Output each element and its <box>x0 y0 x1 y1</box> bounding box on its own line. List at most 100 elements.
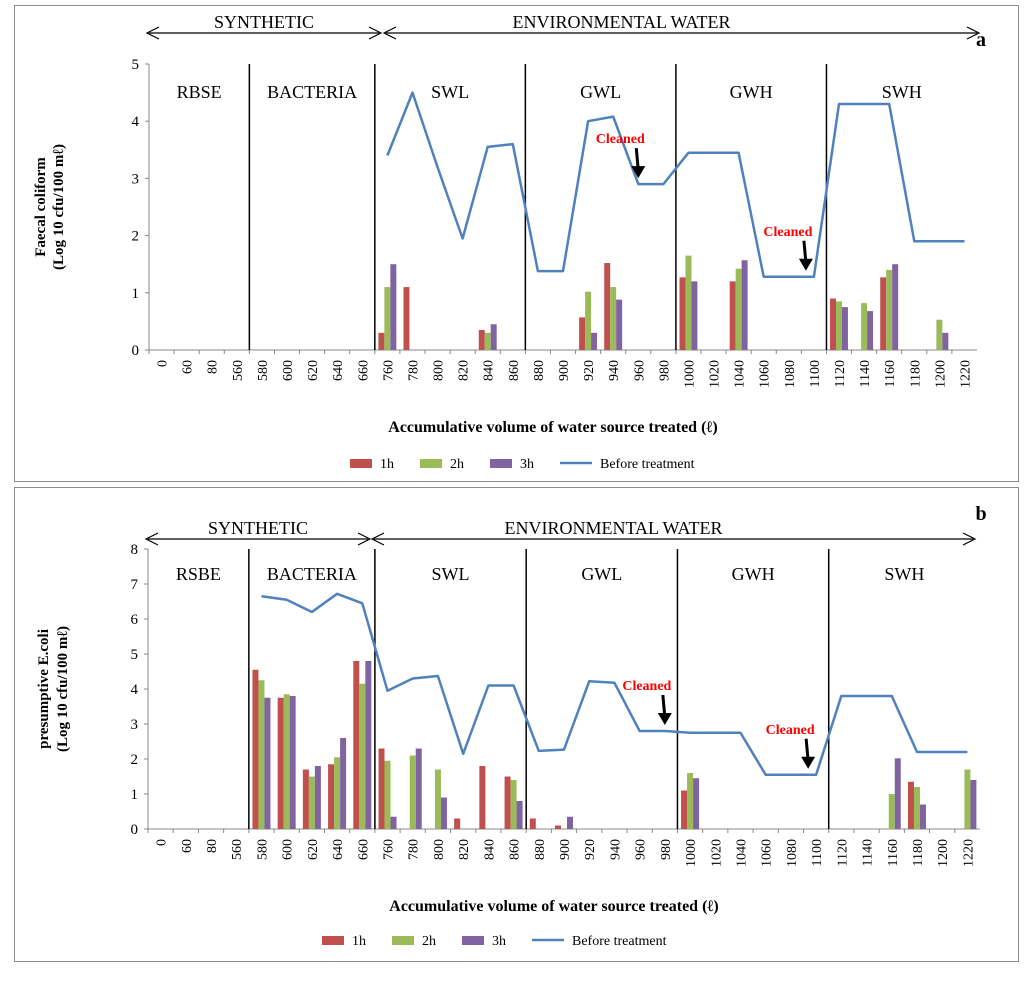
legend-swatch <box>392 936 414 945</box>
x-tick-label: 1060 <box>760 839 775 867</box>
y-tick-label: 3 <box>132 171 140 187</box>
cleaned-arrow-head <box>801 756 816 769</box>
legend-swatch <box>420 459 442 468</box>
y-tick-label: 0 <box>131 822 139 838</box>
x-tick-label: 1080 <box>785 839 800 867</box>
y-tick-label: 4 <box>131 682 139 698</box>
bar-1h <box>328 764 335 829</box>
y-tick-label: 0 <box>132 343 140 359</box>
bar-1h <box>529 818 536 829</box>
bar-3h <box>289 696 296 829</box>
bar-1h <box>579 317 586 350</box>
legend-label: 3h <box>520 457 534 472</box>
y-tick-label: 7 <box>131 577 139 593</box>
x-tick-label: 1100 <box>810 839 825 866</box>
x-tick-label: 1180 <box>908 360 923 387</box>
y-tick-label: 3 <box>131 717 139 733</box>
bar-1h <box>479 766 486 829</box>
x-tick-label: 760 <box>382 839 397 860</box>
legend-label: Before treatment <box>572 934 667 949</box>
legend-label: 3h <box>492 934 506 949</box>
region-label-environmental: ENVIRONMENTAL WATER <box>504 518 722 538</box>
bar-2h <box>384 760 391 829</box>
y-axis-label: Faecal coliform <box>33 157 49 257</box>
x-tick-label: 1080 <box>783 360 798 388</box>
bar-3h <box>591 332 598 350</box>
synthetic-arrow-left-head <box>144 532 159 546</box>
environmental-arrow-right-head <box>962 532 977 546</box>
x-tick-label: 1100 <box>808 360 823 387</box>
cleaned-arrow-head <box>631 166 646 179</box>
x-tick-label: 560 <box>231 360 246 381</box>
bar-3h <box>741 260 748 350</box>
x-tick-label: 760 <box>381 360 396 381</box>
x-tick-label: 660 <box>356 360 371 381</box>
x-tick-label: 1120 <box>833 360 848 387</box>
panel-label: a <box>976 29 986 51</box>
x-tick-label: 840 <box>482 839 497 860</box>
bar-3h <box>942 332 949 350</box>
y-tick-label: 1 <box>132 286 140 302</box>
bar-1h <box>604 263 611 350</box>
section-label: SWH <box>882 82 922 102</box>
bar-3h <box>841 307 848 350</box>
bar-3h <box>490 324 497 350</box>
bar-1h <box>880 277 887 350</box>
bar-2h <box>258 680 265 829</box>
bar-1h <box>353 661 360 829</box>
x-tick-label: 1140 <box>858 360 873 387</box>
bar-1h <box>252 669 259 829</box>
section-label: GWL <box>580 82 621 102</box>
cleaned-label: Cleaned <box>763 225 812 240</box>
x-tick-label: 820 <box>457 839 472 860</box>
bar-2h <box>886 269 893 350</box>
x-tick-label: 1040 <box>734 839 749 867</box>
x-tick-label: 660 <box>356 839 371 860</box>
x-tick-label: 800 <box>432 839 447 860</box>
bar-1h <box>679 277 686 350</box>
x-tick-label: 1000 <box>684 839 699 867</box>
x-axis-label: Accumulative volume of water source trea… <box>388 419 717 436</box>
bar-3h <box>567 816 574 829</box>
y-axis-label-units: (Log 10 cfu/100 mℓ) <box>51 144 67 270</box>
y-tick-label: 2 <box>132 229 140 245</box>
legend-swatch <box>490 459 512 468</box>
bar-1h <box>378 332 385 350</box>
x-tick-label: 640 <box>331 360 346 381</box>
section-label: BACTERIA <box>267 82 357 102</box>
section-label: GWH <box>732 564 775 584</box>
legend-label: 2h <box>450 457 464 472</box>
x-tick-label: 960 <box>634 839 649 860</box>
legend-swatch <box>350 459 372 468</box>
bar-2h <box>308 776 315 829</box>
bar-1h <box>907 781 914 829</box>
bar-1h <box>729 281 736 350</box>
x-tick-label: 620 <box>306 360 321 381</box>
x-tick-label: 580 <box>256 360 271 381</box>
bar-3h <box>314 766 321 829</box>
x-tick-label: 1200 <box>933 360 948 388</box>
bar-3h <box>894 758 901 829</box>
bar-2h <box>283 694 290 829</box>
bar-3h <box>365 661 372 829</box>
section-label: SWH <box>884 564 924 584</box>
y-tick-label: 4 <box>132 114 140 130</box>
panel-a: 0 1 2 3 4 5 0 60 80 560 580 600 620 640 660 760 780 800 82… <box>14 5 1019 482</box>
cleaned-arrow-head <box>798 258 813 271</box>
chart-a-svg: 0 1 2 3 4 5 0 60 80 560 580 600 620 640 660 760 780 800 82… <box>33 12 986 472</box>
bar-1h <box>302 769 309 829</box>
x-tick-label: 980 <box>657 360 672 381</box>
bar-1h <box>454 818 461 829</box>
x-tick-label: 600 <box>281 360 296 381</box>
bar-2h <box>685 255 692 350</box>
bar-3h <box>970 780 977 829</box>
bar-2h <box>434 769 441 829</box>
x-tick-label: 1000 <box>682 360 697 388</box>
x-tick-label: 780 <box>406 360 421 381</box>
x-tick-label: 920 <box>583 839 598 860</box>
x-tick-label: 980 <box>659 839 674 860</box>
before-treatment-line <box>386 91 965 279</box>
legend-swatch <box>322 936 344 945</box>
section-label: SWL <box>432 564 470 584</box>
section-label: GWL <box>581 564 622 584</box>
